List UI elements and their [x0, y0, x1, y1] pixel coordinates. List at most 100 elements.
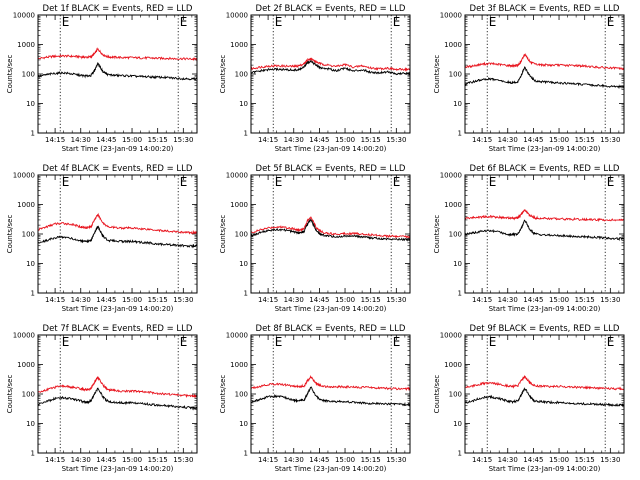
marker-flag: E — [62, 335, 70, 349]
panel-det-6: Det 6f BLACK = Events, RED = LLD 1 10 100 10… — [433, 164, 625, 313]
series-line-events — [37, 387, 198, 411]
y-tick-label: 100 — [235, 231, 248, 239]
plot-frame — [464, 334, 625, 454]
x-tick-label: 15:15 — [575, 296, 595, 304]
y-tick-label: 10000 — [226, 332, 248, 340]
y-tick-label: 1 — [31, 450, 35, 458]
x-tick-label: 14:30 — [284, 456, 304, 464]
marker-flag: E — [393, 15, 401, 29]
x-tick-label: 14:45 — [96, 456, 116, 464]
panel-title: Det 5f BLACK = Events, RED = LLD — [256, 164, 406, 174]
series-line-lld — [464, 209, 625, 223]
y-tick-label: 10 — [239, 100, 248, 108]
series-line-events — [37, 225, 198, 249]
y-tick-label: 1000 — [17, 361, 35, 369]
x-axis-label: Start Time (23-Jan-09 14:00:20) — [62, 145, 174, 153]
marker-flag: E — [62, 15, 70, 29]
y-tick-label: 1 — [458, 450, 462, 458]
x-tick-label: 15:15 — [361, 296, 381, 304]
y-axis-label: Counts/sec — [433, 375, 441, 414]
panel-det-3: Det 3f BLACK = Events, RED = LLD 1 10 100 10… — [433, 4, 625, 153]
series-line-events — [464, 219, 625, 242]
x-tick-label: 14:30 — [284, 296, 304, 304]
x-tick-label: 15:00 — [122, 136, 142, 144]
x-axis-label: Start Time (23-Jan-09 14:00:20) — [489, 305, 601, 313]
y-tick-label: 100 — [22, 391, 35, 399]
x-tick-label: 14:15 — [472, 296, 492, 304]
x-tick-label: 14:15 — [45, 296, 65, 304]
series-line-lld — [37, 47, 198, 62]
panel-det-4: Det 4f BLACK = Events, RED = LLD 1 10 100 10… — [6, 164, 198, 313]
marker-flag: E — [180, 175, 188, 189]
x-tick-label: 14:15 — [258, 296, 278, 304]
y-tick-label: 10000 — [440, 12, 462, 20]
x-axis-label: Start Time (23-Jan-09 14:00:20) — [275, 465, 387, 473]
marker-flag: E — [393, 335, 401, 349]
x-tick-label: 14:30 — [71, 136, 91, 144]
series-line-lld — [464, 374, 625, 391]
marker-flag: E — [180, 335, 188, 349]
x-tick-label: 14:45 — [523, 136, 543, 144]
y-tick-label: 100 — [235, 71, 248, 79]
y-tick-label: 1 — [244, 290, 248, 298]
y-tick-label: 1 — [458, 130, 462, 138]
x-tick-label: 15:15 — [148, 296, 168, 304]
plot-frame — [250, 174, 411, 294]
series-line-events — [464, 66, 625, 90]
x-tick-label: 14:30 — [71, 296, 91, 304]
y-tick-label: 1000 — [444, 201, 462, 209]
x-tick-label: 15:30 — [600, 456, 620, 464]
y-tick-label: 10000 — [440, 332, 462, 340]
y-tick-label: 10000 — [226, 172, 248, 180]
panel-title: Det 4f BLACK = Events, RED = LLD — [43, 164, 193, 174]
marker-flag: E — [62, 175, 70, 189]
x-tick-label: 15:15 — [148, 136, 168, 144]
x-tick-label: 14:30 — [498, 136, 518, 144]
x-axis-label: Start Time (23-Jan-09 14:00:20) — [275, 305, 387, 313]
panel-det-1: Det 1f BLACK = Events, RED = LLD 1 10 100 10… — [6, 4, 198, 153]
x-tick-label: 15:30 — [386, 296, 406, 304]
x-tick-label: 14:45 — [523, 296, 543, 304]
plot-frame — [464, 174, 625, 294]
plot-frame — [37, 334, 198, 454]
y-axis-label: Counts/sec — [219, 375, 227, 414]
x-tick-label: 14:45 — [309, 456, 329, 464]
y-tick-label: 1000 — [444, 41, 462, 49]
series-line-lld — [37, 212, 198, 235]
y-tick-label: 10 — [239, 420, 248, 428]
x-tick-label: 14:30 — [498, 296, 518, 304]
x-tick-label: 15:30 — [173, 456, 193, 464]
y-axis-label: Counts/sec — [6, 215, 14, 254]
marker-flag: E — [275, 335, 283, 349]
y-tick-label: 1000 — [230, 201, 248, 209]
y-tick-label: 1 — [31, 130, 35, 138]
panel-title: Det 8f BLACK = Events, RED = LLD — [256, 324, 406, 334]
x-tick-label: 14:30 — [284, 136, 304, 144]
panel-det-5: Det 5f BLACK = Events, RED = LLD 1 10 100 10… — [219, 164, 411, 313]
plot-frame — [250, 334, 411, 454]
x-tick-label: 15:00 — [335, 296, 355, 304]
series-line-lld — [250, 216, 411, 240]
x-tick-label: 15:00 — [122, 296, 142, 304]
x-tick-label: 15:30 — [386, 136, 406, 144]
x-axis-label: Start Time (23-Jan-09 14:00:20) — [489, 145, 601, 153]
y-tick-label: 10 — [453, 260, 462, 268]
marker-flag: E — [489, 175, 497, 189]
series-line-lld — [464, 53, 625, 71]
x-tick-label: 14:30 — [498, 456, 518, 464]
plot-frame — [250, 14, 411, 134]
series-line-lld — [250, 57, 410, 72]
x-tick-label: 15:30 — [173, 136, 193, 144]
series-line-events — [250, 218, 411, 242]
x-tick-label: 15:30 — [173, 296, 193, 304]
y-tick-label: 1000 — [230, 41, 248, 49]
panel-det-9: Det 9f BLACK = Events, RED = LLD 1 10 100 10… — [433, 324, 625, 473]
series-line-events — [464, 387, 625, 408]
y-tick-label: 1000 — [230, 361, 248, 369]
panel-det-2: Det 2f BLACK = Events, RED = LLD 1 10 100 10… — [219, 4, 411, 153]
y-tick-label: 1000 — [17, 201, 35, 209]
panel-title: Det 2f BLACK = Events, RED = LLD — [256, 4, 406, 14]
y-tick-label: 10000 — [13, 332, 35, 340]
y-tick-label: 10000 — [226, 12, 248, 20]
